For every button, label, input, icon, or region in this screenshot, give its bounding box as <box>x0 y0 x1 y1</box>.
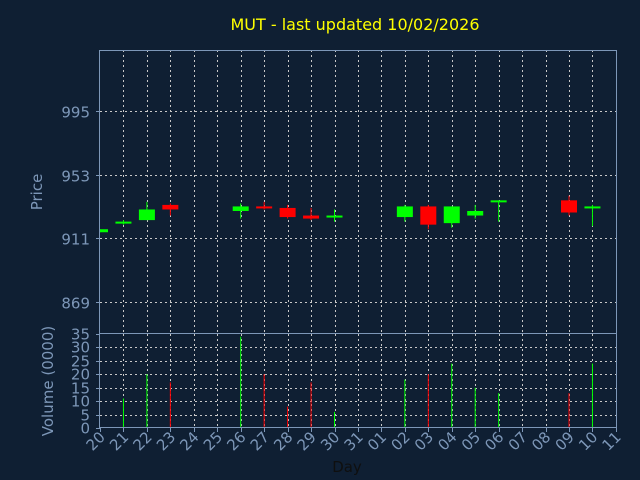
volume-tick-label: 35 <box>71 326 90 344</box>
price-tick-label: 995 <box>61 104 90 122</box>
price-tick-label: 869 <box>61 295 90 313</box>
x-tick-label: 21 <box>106 428 132 454</box>
volume-axis-label: Volume (0000) <box>39 326 57 436</box>
x-tick-label: 26 <box>223 428 249 454</box>
volume-tick-label: 5 <box>80 407 90 425</box>
x-tick-label: 04 <box>434 428 460 454</box>
x-tick-label: 06 <box>481 428 507 454</box>
volume-panel-frame <box>99 333 617 428</box>
candle-body-06 <box>490 200 507 203</box>
x-tick-label: 03 <box>411 428 437 454</box>
candle-body-02 <box>396 206 413 218</box>
volume-grid <box>100 334 617 428</box>
candle-body-23 <box>162 204 179 210</box>
x-tick-label: 29 <box>294 428 320 454</box>
volume-tick-label: 10 <box>71 393 90 411</box>
candle-body-27 <box>256 206 273 209</box>
x-axis-label: Day <box>332 458 362 476</box>
x-tick-label: 22 <box>129 428 155 454</box>
x-tick-label: 31 <box>341 428 367 454</box>
x-tick-label: 08 <box>528 428 554 454</box>
price-candles <box>99 195 601 233</box>
candle-body-05 <box>467 210 484 216</box>
x-tick-label: 28 <box>270 428 296 454</box>
x-tick-label: 05 <box>458 428 484 454</box>
x-tick-label: 30 <box>317 428 343 454</box>
price-tick-label: 953 <box>61 168 90 186</box>
volume-tick-label: 20 <box>71 366 90 384</box>
volume-tick-label: 25 <box>71 353 90 371</box>
x-tick-label: 23 <box>153 428 179 454</box>
x-tick-label: 24 <box>176 428 202 454</box>
price-grid <box>100 50 617 334</box>
candle-body-21 <box>115 221 132 224</box>
candle-body-28 <box>279 207 296 218</box>
x-tick-label: 07 <box>505 428 531 454</box>
volume-tick-label: 15 <box>71 380 90 398</box>
x-tick-label: 25 <box>200 428 226 454</box>
candle-body-30 <box>326 215 343 218</box>
candle-body-26 <box>232 206 249 211</box>
candle-body-09 <box>561 200 577 213</box>
candle-body-29 <box>303 215 320 219</box>
volume-tick-label: 0 <box>80 420 90 438</box>
candle-body-03 <box>420 206 437 225</box>
x-tick-label: 01 <box>364 428 390 454</box>
candle-body-04 <box>443 206 460 224</box>
price-axis-label: Price <box>28 174 46 211</box>
x-tick-label: 27 <box>247 428 273 454</box>
candle-body-10 <box>584 206 601 209</box>
price-tick-label: 911 <box>61 231 90 249</box>
chart-title: MUT - last updated 10/02/2026 <box>230 15 479 34</box>
x-tick-label: 09 <box>552 428 578 454</box>
x-tick-label: 02 <box>387 428 413 454</box>
x-tick-label: 10 <box>575 428 601 454</box>
volume-bars <box>122 336 593 428</box>
candle-body-20 <box>100 229 108 233</box>
candle-body-22 <box>138 209 155 221</box>
volume-tick-label: 30 <box>71 339 90 357</box>
x-tick-label: 11 <box>598 428 624 454</box>
